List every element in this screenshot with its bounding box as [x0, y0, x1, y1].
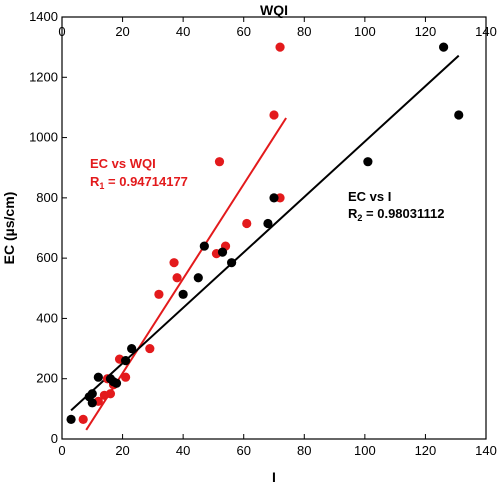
point-series-0	[214, 157, 225, 167]
point-series-1	[178, 289, 188, 299]
point-series-1	[93, 372, 103, 382]
point-series-1	[363, 157, 373, 167]
chart-title: WQI	[260, 2, 288, 18]
y-tick-label: 600	[36, 250, 58, 265]
data-points	[66, 42, 464, 425]
fit-line-series-1	[70, 54, 460, 412]
fit-line-series-0	[85, 117, 287, 431]
point-series-1	[269, 193, 279, 203]
x-top-tick-label: 0	[58, 24, 65, 39]
point-series-0	[269, 110, 279, 120]
y-axis: 0 200 400 600 800 1000 1200 1400	[29, 9, 67, 446]
annotation-wqi-r-subscript: 1	[99, 181, 104, 191]
annotation-wqi-r: R1 = 0.94714177	[90, 174, 188, 191]
plot-frame	[61, 16, 487, 440]
y-axis-title: EC (µs/cm)	[1, 192, 17, 265]
annotation-wqi-r-value: = 0.94714177	[104, 174, 188, 189]
point-series-0	[242, 218, 252, 229]
point-series-0	[275, 42, 285, 52]
y-tick-label: 400	[36, 310, 58, 325]
x-bottom-tick-label: 100	[354, 443, 376, 458]
x-bottom-tick-label: 40	[176, 443, 190, 458]
x-bottom-tick-label: 20	[115, 443, 129, 458]
y-tick-label: 800	[36, 190, 58, 205]
point-series-1	[111, 378, 122, 388]
point-series-1	[454, 110, 464, 120]
x-top-tick-label: 140	[475, 24, 497, 39]
fit-lines	[70, 54, 460, 431]
annotation-wqi-r-symbol: R	[90, 174, 100, 189]
point-series-1	[199, 241, 209, 251]
x-top-tick-label: 40	[176, 24, 190, 39]
point-series-1	[87, 398, 97, 408]
annotation-i-r: R2 = 0.98031112	[348, 206, 444, 223]
y-tick-label: 200	[36, 371, 58, 386]
point-series-1	[263, 218, 273, 229]
point-series-1	[227, 258, 237, 268]
x-bottom-tick-label: 140	[475, 443, 497, 458]
point-series-0	[105, 389, 116, 399]
x-top-tick-label: 100	[354, 24, 376, 39]
x-bottom-axis: 0 20 40 60 80 100 120 140	[58, 434, 497, 458]
point-series-0	[145, 343, 155, 354]
point-series-0	[172, 273, 182, 283]
annotation-wqi-label: EC vs WQI	[90, 156, 156, 171]
annotation-i-label: EC vs I	[348, 189, 391, 204]
y-tick-label: 1200	[29, 69, 58, 84]
x-top-tick-label: 60	[236, 24, 250, 39]
annotation-i-r-symbol: R	[348, 206, 358, 221]
x-bottom-tick-label: 60	[236, 443, 250, 458]
point-series-0	[121, 372, 131, 382]
point-series-1	[121, 356, 131, 366]
x-top-tick-label: 20	[115, 24, 129, 39]
x-bottom-tick-label: 120	[415, 443, 437, 458]
x-top-tick-label: 120	[415, 24, 437, 39]
x-top-tick-label: 80	[297, 24, 311, 39]
point-series-0	[169, 258, 179, 268]
point-series-1	[127, 343, 137, 354]
point-series-1	[439, 42, 449, 52]
point-series-1	[87, 389, 97, 399]
point-series-1	[66, 414, 76, 425]
point-series-0	[78, 414, 88, 425]
x-bottom-tick-label: 80	[297, 443, 311, 458]
y-tick-label: 1400	[29, 9, 58, 24]
annotation-i-r-subscript: 2	[357, 213, 362, 223]
x-axis-title: I	[272, 469, 276, 485]
point-series-0	[154, 289, 164, 299]
x-bottom-tick-label: 0	[58, 443, 65, 458]
point-series-1	[193, 273, 203, 283]
y-tick-label: 1000	[29, 130, 58, 145]
x-top-axis: 0 20 40 60 80 100 120 140	[58, 17, 497, 39]
y-tick-label: 0	[51, 431, 58, 446]
annotation-i-r-value: = 0.98031112	[362, 206, 444, 221]
point-series-1	[217, 247, 228, 257]
